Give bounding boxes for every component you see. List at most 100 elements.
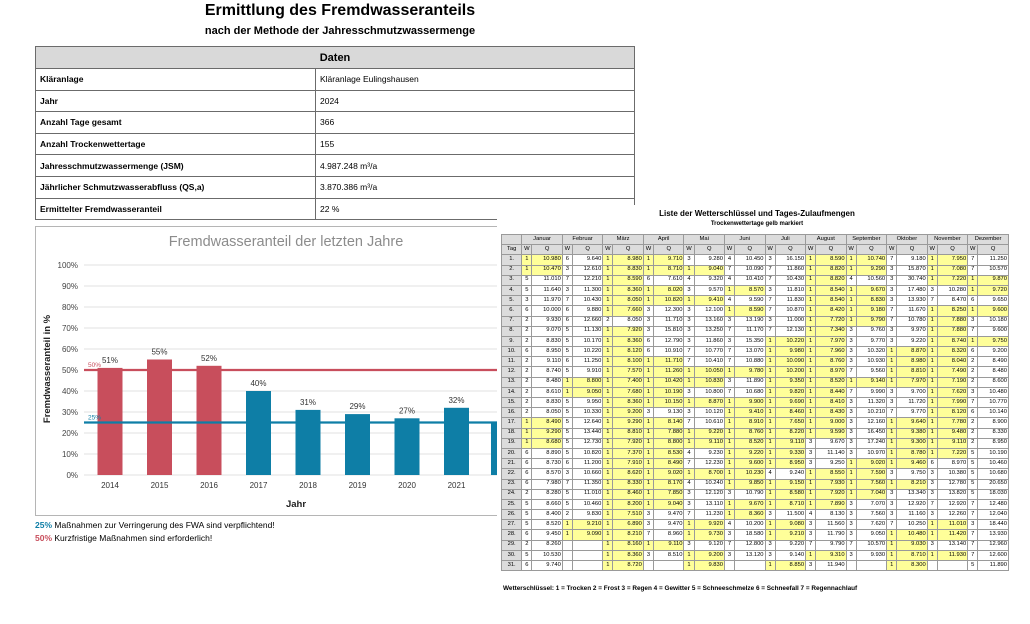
row-value: 155	[315, 132, 635, 156]
inflow-cell: 8.360	[612, 549, 644, 562]
weather-key-cell: 1	[602, 427, 614, 439]
inflow-cell: 8.210	[612, 529, 644, 541]
inflow-cell: 9.690	[774, 396, 807, 409]
weather-key-cell: 6	[521, 305, 533, 317]
weather-key-cell: 3	[805, 559, 817, 572]
inflow-cell: 8.570	[531, 468, 563, 480]
inflow-cell: 9.180	[855, 305, 888, 317]
inflow-cell: 7.880	[936, 315, 969, 327]
weather-key-cell: 7	[723, 356, 736, 368]
inflow-cell: 9.590	[815, 427, 847, 439]
table-row: 13. 2 8.480 1 8.800 1 7.400 1 10.420 1 10.830 3 11.8…	[500, 376, 1009, 388]
weather-key-cell: 1	[764, 407, 776, 419]
x-tick-label: 2018	[299, 481, 317, 490]
weather-key-cell: 1	[764, 529, 776, 541]
month-header: November	[926, 233, 969, 246]
weather-key-cell: 3	[886, 274, 898, 286]
weather-key-cell: 1	[683, 549, 695, 562]
inflow-cell: 9.130	[653, 407, 685, 419]
inflow-cell: 10.460	[571, 498, 604, 511]
inflow-cell: 9.880	[571, 305, 604, 317]
weather-key-cell: 3	[805, 519, 817, 531]
inflow-cell: 9.830	[571, 509, 604, 521]
weather-key-cell: 1	[926, 376, 938, 388]
inflow-cell: 10.120	[693, 407, 725, 419]
inflow-cell: 17.240	[855, 437, 888, 449]
day-cell: 18.	[500, 427, 523, 439]
inflow-cell: 10.190	[653, 386, 685, 399]
inflow-cell: 10.090	[774, 356, 807, 368]
inflow-cell: 8.360	[612, 284, 644, 297]
weather-key-cell: 1	[926, 447, 938, 460]
inflow-cell: 9.220	[734, 447, 766, 460]
inflow-cell: 10.930	[855, 356, 888, 368]
weather-key-cell: 3	[805, 458, 817, 470]
weather-key-cell: 1	[764, 498, 776, 511]
inflow-cell: 10.180	[977, 315, 1009, 327]
inflow-cell: 8.540	[815, 295, 847, 307]
inflow-cell: 9.210	[571, 519, 604, 531]
weather-key-cell: 1	[805, 315, 817, 327]
weather-key-cell: 3	[805, 529, 817, 541]
weather-key-cell: 5	[967, 559, 979, 572]
weather-key-cell: 6	[561, 254, 573, 266]
inflow-cell: 9.120	[693, 539, 725, 551]
inflow-cell: 9.970	[896, 325, 928, 337]
weather-key-cell: 7	[845, 366, 857, 378]
weather-key-cell	[926, 559, 938, 572]
weather-key-cell: 7	[723, 325, 736, 337]
weather-key-cell: 7	[967, 529, 979, 541]
inflow-cell	[734, 559, 766, 572]
weather-key-cell: 5	[561, 396, 573, 409]
weather-key-cell: 7	[967, 539, 979, 551]
weather-key-cell: 6	[561, 458, 573, 470]
inflow-cell: 8.590	[734, 305, 766, 317]
inflow-cell: 8.610	[531, 386, 563, 399]
weather-key-cell: 7	[683, 458, 695, 470]
inflow-cell: 12.640	[571, 417, 604, 429]
month-header: August	[805, 233, 847, 246]
inflow-cell: 9.000	[815, 417, 847, 429]
weather-key-cell: 1	[602, 437, 614, 449]
day-cell: 3.	[500, 274, 523, 286]
inflow-cell: 8.330	[977, 427, 1009, 439]
y-tick-label: 70%	[62, 324, 78, 333]
chart-title: Fremdwasseranteil der letzten Jahre	[169, 234, 404, 250]
inflow-cell: 8.910	[734, 417, 766, 429]
weather-key-cell: 3	[845, 519, 857, 531]
weather-key-cell: 1	[764, 396, 776, 409]
inflow-cell: 8.490	[653, 458, 685, 470]
weather-key-cell: 1	[683, 427, 695, 439]
q-header: Q	[774, 244, 807, 256]
w-header: W	[926, 244, 938, 256]
weather-key-cell: 1	[642, 498, 655, 511]
inflow-cell: 7.930	[815, 478, 847, 490]
inflow-cell: 8.950	[531, 346, 563, 358]
weather-key-cell: 3	[845, 335, 857, 348]
inflow-cell: 8.490	[977, 356, 1009, 368]
weather-key-cell: 1	[764, 376, 776, 388]
inflow-cell: 9.470	[653, 509, 685, 521]
chart-svg: Fremdwasseranteil der letzten Jahre Frem…	[42, 234, 504, 510]
inflow-cell: 8.460	[774, 407, 807, 419]
inflow-cell: 11.890	[977, 559, 1009, 572]
inflow-cell: 7.890	[815, 498, 847, 511]
month-header: März	[602, 233, 644, 246]
inflow-cell: 8.490	[531, 417, 563, 429]
inflow-cell: 7.220	[936, 274, 969, 286]
weather-key-cell: 1	[602, 519, 614, 531]
x-tick-label: 2014	[101, 481, 119, 490]
weather-key-cell: 3	[845, 447, 857, 460]
inflow-cell: 12.230	[693, 458, 725, 470]
row-label: Jährlicher Schmutzwasserabfluss (QS,a)	[35, 175, 316, 199]
inflow-cell: 8.590	[815, 254, 847, 266]
weather-key-cell: 4	[723, 254, 736, 266]
weather-key-cell: 1	[642, 468, 655, 480]
table-row: 10. 6 8.950 5 10.220 1 8.120 6 10.910 7 10.770 7 13.…	[500, 346, 1009, 358]
weather-key-cell: 1	[642, 417, 655, 429]
day-cell: 24.	[500, 488, 523, 500]
inflow-cell: 7.970	[815, 335, 847, 348]
table-row: Anzahl Trockenwettertage 155	[35, 132, 635, 156]
weather-key-cell: 7	[561, 295, 573, 307]
inflow-cell: 8.520	[734, 437, 766, 449]
